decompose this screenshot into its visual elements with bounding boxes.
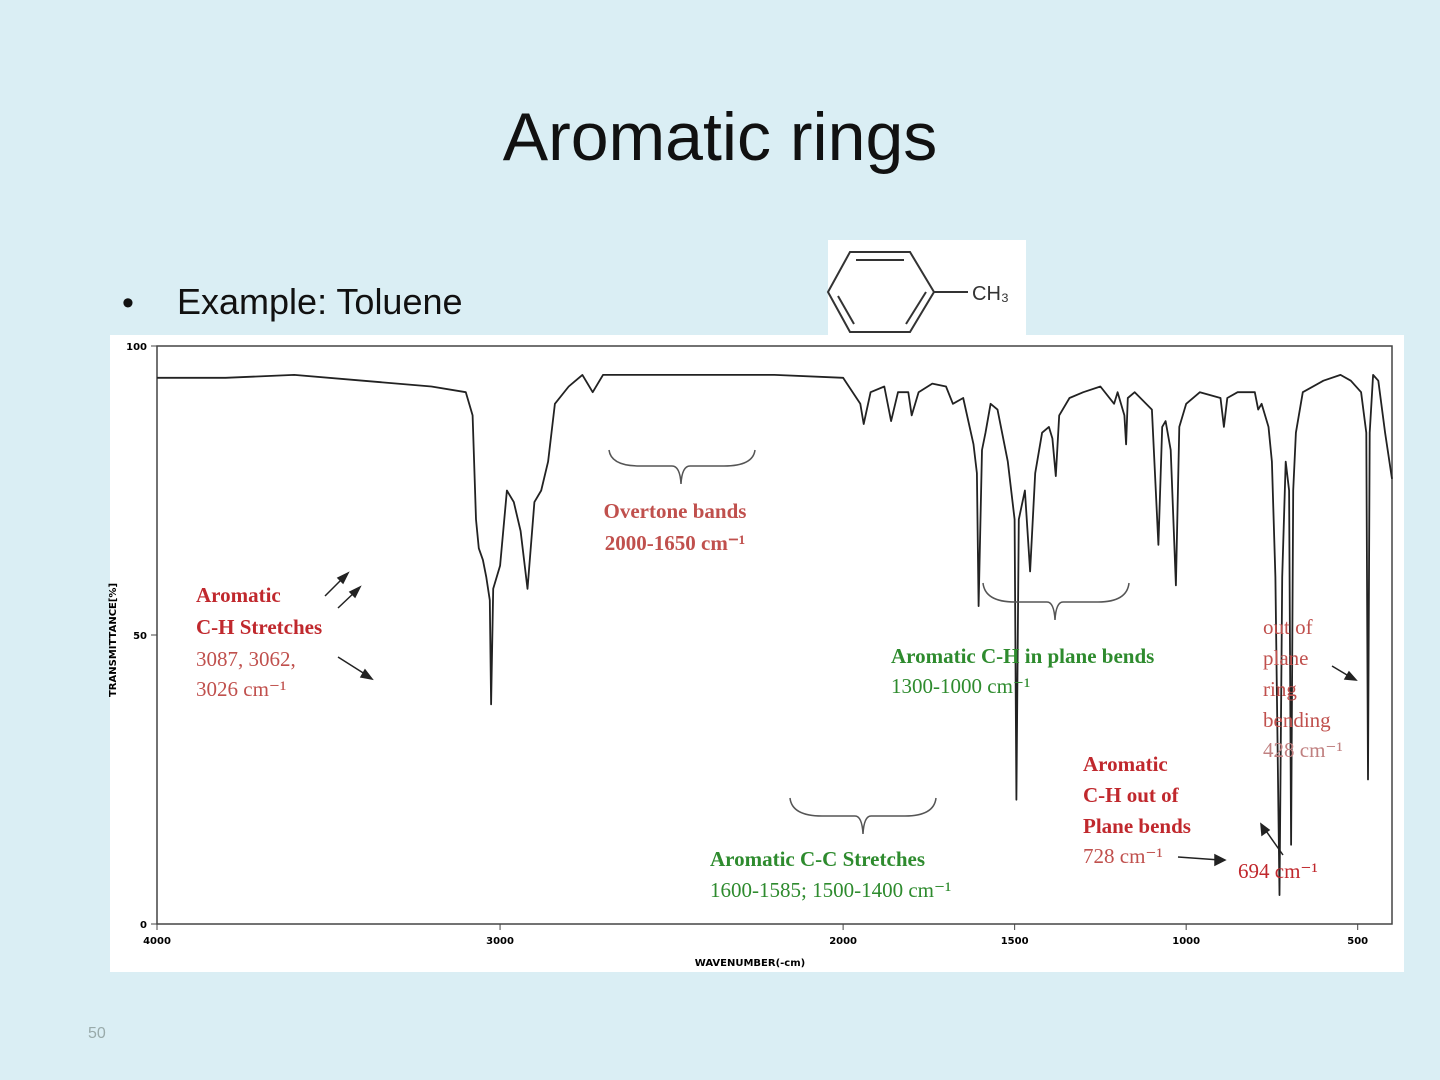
y-tick-label: 50	[133, 631, 147, 642]
y-axis-label: TRANSMITTANCE[%]	[108, 583, 119, 697]
x-axis-label: WAVENUMBER(-cm)	[695, 958, 805, 969]
structure: CH₃	[826, 240, 1026, 336]
bullet-text: Example: Toluene	[177, 281, 463, 322]
double-bond	[837, 295, 855, 325]
annotation: Aromatic	[1083, 752, 1168, 776]
annotation: Overtone bands	[604, 499, 747, 523]
annotation: Aromatic C-C Stretches	[710, 847, 925, 871]
brace	[608, 449, 756, 485]
arrow	[1177, 856, 1221, 861]
arrowhead	[1260, 822, 1271, 837]
annotation: 2000-1650 cm⁻¹	[605, 531, 745, 555]
x-tick-label: 2000	[829, 936, 857, 947]
annotation: Aromatic	[196, 583, 281, 607]
annotation: Plane bends	[1083, 814, 1191, 838]
x-tick-label: 1500	[1001, 936, 1029, 947]
x-tick-label: 3000	[486, 936, 514, 947]
annotation: C-H out of	[1083, 783, 1180, 807]
x-tick-label: 4000	[143, 936, 171, 947]
arrowhead	[348, 585, 362, 599]
arrowhead	[336, 571, 350, 585]
braces	[608, 449, 1130, 835]
annotation: 3087, 3062,	[196, 647, 296, 671]
arrowhead	[359, 668, 374, 681]
annotation: out of	[1263, 615, 1313, 639]
y-tick-label: 100	[126, 342, 147, 353]
structure-label: CH₃	[972, 283, 1009, 305]
annotation: C-H Stretches	[196, 615, 322, 639]
page-number: 50	[88, 1025, 106, 1042]
brace	[982, 582, 1130, 621]
annotation: Aromatic C-H in plane bends	[891, 644, 1154, 668]
annotation: plane	[1263, 646, 1308, 670]
y-tick-label: 0	[140, 920, 147, 931]
bullet-dot: •	[122, 284, 134, 322]
arrow	[1263, 827, 1284, 856]
arrows	[324, 571, 1358, 867]
annotation: 1300-1000 cm⁻¹	[891, 674, 1030, 698]
annotation: bending	[1263, 708, 1331, 732]
chart-panel	[110, 335, 1404, 972]
ring	[826, 251, 936, 333]
x-tick-label: 1000	[1172, 936, 1200, 947]
annotation: 694 cm⁻¹	[1238, 859, 1318, 883]
annotation: 1600-1585; 1500-1400 cm⁻¹	[710, 878, 951, 902]
double-bond	[905, 291, 927, 325]
arrowhead	[1214, 853, 1227, 867]
brace	[789, 797, 937, 835]
arrowhead	[1343, 670, 1358, 681]
plot: 4000 3000 2000 1500 1000 500 0 50 100	[126, 342, 1393, 947]
structure-bg	[828, 240, 1026, 336]
spectrum-line	[157, 374, 1393, 896]
annotation: 728 cm⁻¹	[1083, 844, 1163, 868]
annotation: 3026 cm⁻¹	[196, 677, 286, 701]
x-tick-label: 500	[1347, 936, 1368, 947]
slide-title: Aromatic rings	[503, 99, 938, 175]
annotation: ring	[1263, 677, 1297, 701]
annotations: Aromatic C-H Stretches 3087, 3062, 3026 …	[196, 499, 1343, 902]
annotation: 428 cm⁻¹	[1263, 738, 1343, 762]
